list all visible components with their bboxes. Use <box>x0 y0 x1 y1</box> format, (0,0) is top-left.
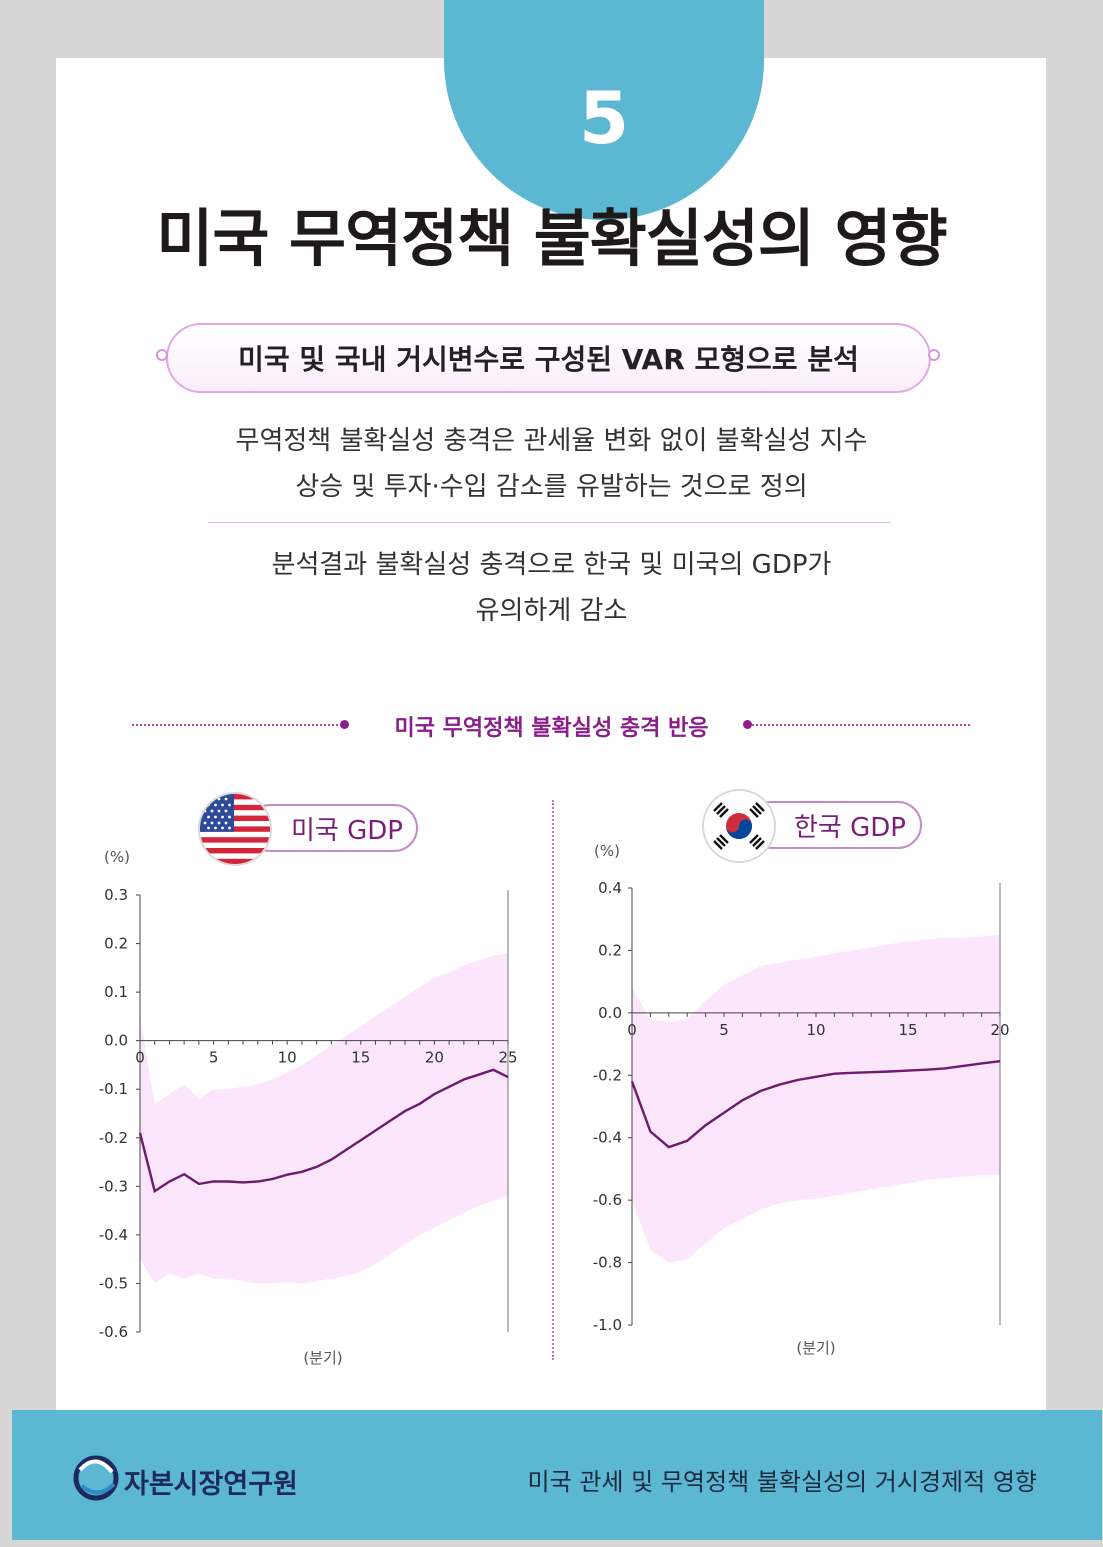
kr-median-line <box>630 1060 1001 1149</box>
section-left-dot-icon <box>340 720 349 729</box>
kr-y-tick-label: -0.8 <box>593 1254 622 1272</box>
kr-y-tick-label: 0.4 <box>598 879 622 897</box>
kr-y-tick-label: -1.0 <box>593 1316 622 1334</box>
definition-line-2: 상승 및 투자·수입 감소를 유발하는 것으로 정의 <box>295 472 808 502</box>
us-y-tick-label: -0.1 <box>99 1080 128 1098</box>
section-title: 미국 무역정책 불확실성 충격 반응 <box>394 716 709 741</box>
kr-y-tick-label: 0.0 <box>598 1004 622 1022</box>
us-y-tick-label: -0.5 <box>99 1274 128 1292</box>
definition-line-1: 무역정책 불확실성 충격은 관세율 변화 없이 불확실성 지수 <box>235 426 868 456</box>
kr-x-tick-label: 20 <box>990 1021 1009 1039</box>
kr-confidence-band <box>632 934 1000 1263</box>
section-right-dot-icon <box>743 720 752 729</box>
us-y-tick-label: 0.2 <box>104 935 128 953</box>
kr-y-tick-label: -0.6 <box>593 1191 622 1209</box>
us-flag-icon <box>200 794 270 864</box>
kr-y-tick-label: 0.2 <box>598 941 622 959</box>
us-x-label: (분기) <box>303 1349 342 1367</box>
us-y-tick-label: 0.0 <box>104 1032 128 1050</box>
us-x-tick-label: 20 <box>425 1049 444 1067</box>
us-x-tick-label: 5 <box>209 1049 219 1067</box>
chart-separator <box>552 800 554 1360</box>
kr-y-unit: (%) <box>594 842 620 860</box>
us-y-tick-label: -0.6 <box>99 1323 128 1341</box>
page-title: 미국 무역정책 불확실성의 영향 <box>156 202 947 275</box>
method-pill-text: 미국 및 국내 거시변수로 구성된 VAR 모형으로 분석 <box>238 343 859 376</box>
kr-flag-icon <box>704 791 774 861</box>
kr-x-tick-label: 0 <box>627 1021 637 1039</box>
footer-doc-title: 미국 관세 및 무역정책 불확실성의 거시경제적 영향 <box>527 1468 1037 1496</box>
us-y-tick-label: -0.4 <box>99 1226 128 1244</box>
us-x-tick-label: 10 <box>278 1049 297 1067</box>
us-gdp-label-pill: 미국 GDP <box>246 804 418 852</box>
badge-number: 5 <box>578 76 630 160</box>
divider <box>208 522 890 523</box>
us-x-tick-label: 0 <box>135 1049 145 1067</box>
us-y-tick-label: 0.1 <box>104 983 128 1001</box>
us-y-unit: (%) <box>104 848 130 866</box>
kr-y-tick-label: -0.2 <box>593 1066 622 1084</box>
kr-gdp-label: 한국 GDP <box>794 812 906 843</box>
us-confidence-band <box>140 953 508 1284</box>
result-line-2: 유의하게 감소 <box>475 596 628 626</box>
section-left-rule <box>132 724 342 726</box>
us-x-tick-label: 15 <box>351 1049 370 1067</box>
us-y-tick-label: -0.2 <box>99 1129 128 1147</box>
result-line-1: 분석결과 불확실성 충격으로 한국 및 미국의 GDP가 <box>271 550 832 580</box>
footer-bar <box>12 1410 1102 1540</box>
kr-gdp-label-pill: 한국 GDP <box>748 801 922 849</box>
method-pill: 미국 및 국내 거시변수로 구성된 VAR 모형으로 분석 <box>166 323 931 393</box>
kr-x-tick-label: 5 <box>719 1021 729 1039</box>
us-y-tick-label: 0.3 <box>104 886 128 904</box>
kr-x-tick-label: 15 <box>898 1021 917 1039</box>
kr-x-label: (분기) <box>796 1339 835 1357</box>
us-x-tick-label: 25 <box>498 1049 517 1067</box>
us-gdp-label: 미국 GDP <box>291 815 403 846</box>
kr-x-tick-label: 10 <box>806 1021 825 1039</box>
section-right-rule <box>752 724 970 726</box>
pill-left-dot-icon <box>156 349 168 361</box>
us-y-tick-label: -0.3 <box>99 1177 128 1195</box>
pill-right-dot-icon <box>928 349 940 361</box>
footer-org-name: 자본시장연구원 <box>124 1469 298 1500</box>
us-median-line <box>138 1068 509 1194</box>
kr-y-tick-label: -0.4 <box>593 1129 622 1147</box>
